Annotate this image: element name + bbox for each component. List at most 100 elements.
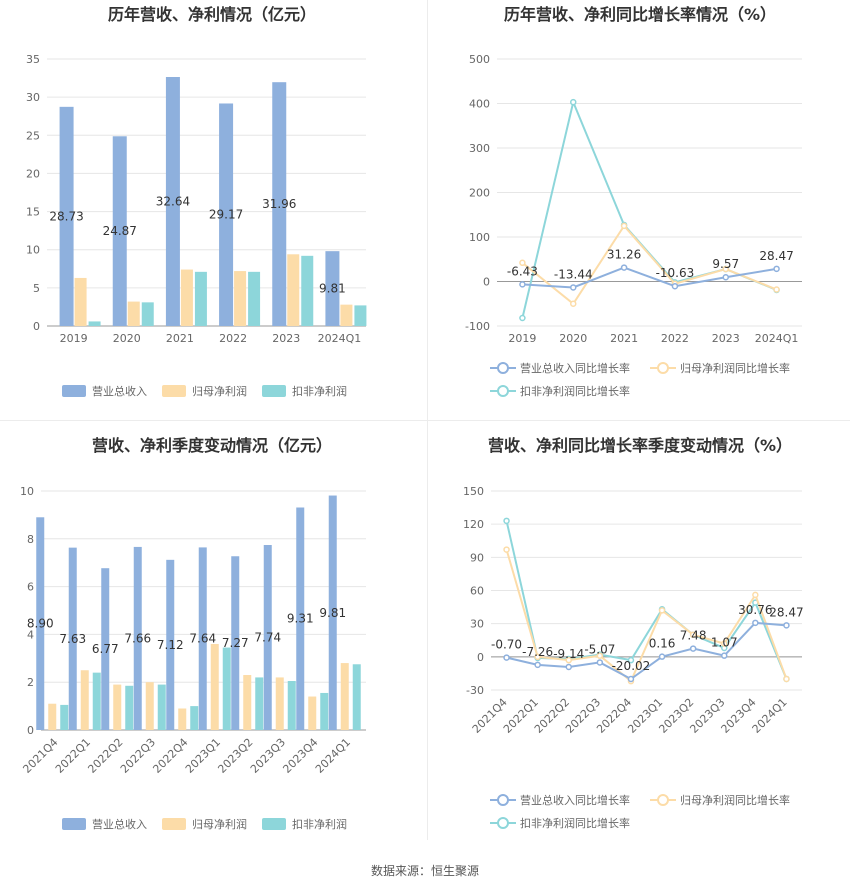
- data-point: [721, 652, 728, 659]
- data-label: 7.64: [189, 632, 216, 646]
- bar-deducted-profit: [287, 681, 296, 730]
- chart-title: 营收、净利同比增长率季度变动情况（%）: [488, 436, 792, 455]
- data-label: 6.77: [92, 642, 119, 656]
- data-point: [570, 284, 577, 291]
- y-tick-label: 100: [469, 231, 490, 244]
- y-tick-label: 400: [469, 98, 490, 111]
- bar-revenue: [59, 106, 74, 326]
- data-point: [620, 222, 628, 230]
- x-tick-label: 2022: [661, 332, 689, 345]
- bar-parent-profit: [340, 663, 349, 730]
- bar-parent-profit: [180, 269, 193, 326]
- y-tick-label: 0: [33, 320, 40, 333]
- data-point: [503, 654, 510, 661]
- x-tick-label: 2023: [712, 332, 740, 345]
- bar-parent-profit: [340, 304, 353, 326]
- x-tick-label: 2022Q3: [118, 736, 158, 776]
- data-label: -10.63: [656, 266, 695, 280]
- legend-swatch: [162, 385, 186, 397]
- bar-deducted-profit: [141, 302, 154, 326]
- data-label: 24.87: [103, 224, 137, 238]
- horizontal-divider: [0, 420, 850, 421]
- bar-deducted-profit: [320, 692, 329, 730]
- legend-swatch: [262, 385, 286, 397]
- data-point: [534, 661, 541, 669]
- bar-deducted-profit: [92, 672, 101, 730]
- data-point: [503, 517, 510, 525]
- x-tick-label: 2021Q4: [20, 736, 60, 776]
- data-point: [627, 656, 635, 664]
- bar-revenue: [198, 547, 207, 730]
- legend-marker: [657, 794, 669, 806]
- bar-revenue: [231, 556, 240, 730]
- y-tick-label: 10: [20, 485, 34, 498]
- bar-revenue: [133, 546, 142, 730]
- bar-parent-profit: [210, 643, 219, 730]
- bar-deducted-profit: [157, 684, 166, 730]
- y-tick-label: 2: [27, 676, 34, 689]
- data-point: [721, 640, 728, 647]
- legend-marker: [497, 794, 509, 806]
- data-label: 7.74: [254, 631, 281, 645]
- data-point: [519, 259, 526, 267]
- legend-label: 扣非净利润同比增长率: [520, 816, 630, 830]
- data-point: [658, 653, 666, 660]
- y-tick-label: 500: [469, 53, 490, 66]
- data-point: [534, 653, 541, 661]
- legend-label: 营业总收入: [92, 817, 147, 831]
- data-label: 9.31: [287, 612, 314, 626]
- chart-title: 营收、净利季度变动情况（亿元）: [92, 436, 332, 455]
- bar-deducted-profit: [194, 271, 207, 326]
- data-label: 32.64: [156, 195, 190, 209]
- legend-label: 归母净利润同比增长率: [680, 793, 790, 807]
- bar-deducted-profit: [301, 255, 314, 326]
- data-point: [627, 675, 635, 683]
- bar-revenue: [68, 547, 77, 730]
- data-label: 7.12: [157, 638, 184, 652]
- data-label: 7.66: [124, 631, 151, 645]
- x-tick-label: 2022Q4: [150, 736, 190, 776]
- bar-revenue: [272, 82, 287, 326]
- y-tick-label: 35: [26, 53, 40, 66]
- data-point: [519, 314, 526, 322]
- y-tick-label: -30: [466, 684, 484, 697]
- y-tick-label: 6: [27, 581, 34, 594]
- legend-label: 归母净利润同比增长率: [680, 361, 790, 375]
- x-tick-label: 2024Q1: [750, 696, 790, 736]
- data-label: -0.70: [491, 638, 522, 652]
- bar-parent-profit: [243, 675, 252, 730]
- series-line-2: [521, 98, 777, 319]
- x-tick-label: 2021: [610, 332, 638, 345]
- data-point: [722, 265, 729, 273]
- bar-deducted-profit: [255, 677, 264, 730]
- bar-revenue: [263, 545, 272, 730]
- bar-revenue: [165, 77, 180, 327]
- data-source: 数据来源：恒生聚源: [370, 864, 479, 878]
- y-tick-label: 4: [27, 628, 34, 641]
- legend-label: 扣非净利润: [292, 384, 347, 398]
- legend-label: 扣非净利润: [292, 817, 347, 831]
- y-tick-label: 15: [26, 206, 40, 219]
- data-label: 7.63: [59, 632, 86, 646]
- bar-revenue: [36, 517, 45, 730]
- y-tick-label: 300: [469, 142, 490, 155]
- bar-deducted-profit: [190, 706, 199, 730]
- data-point: [689, 645, 697, 652]
- y-tick-label: 0: [483, 276, 490, 289]
- bar-revenue: [219, 103, 234, 326]
- x-tick-label: 2022Q1: [53, 736, 93, 776]
- x-tick-label: 2024Q1: [318, 332, 362, 345]
- bar-revenue: [296, 507, 305, 730]
- x-tick-label: 2023Q3: [248, 736, 288, 776]
- bar-parent-profit: [80, 670, 89, 730]
- series-line-1: [521, 224, 777, 306]
- data-label: 0.16: [649, 637, 676, 651]
- legend-marker: [497, 817, 509, 829]
- bar-deducted-profit: [248, 271, 261, 326]
- legend-label: 营业总收入同比增长率: [520, 361, 630, 375]
- x-tick-label: 2024Q1: [755, 332, 799, 345]
- x-tick-label: 2023Q2: [215, 736, 255, 776]
- data-label: 31.26: [607, 248, 641, 262]
- data-label: -5.07: [584, 642, 615, 656]
